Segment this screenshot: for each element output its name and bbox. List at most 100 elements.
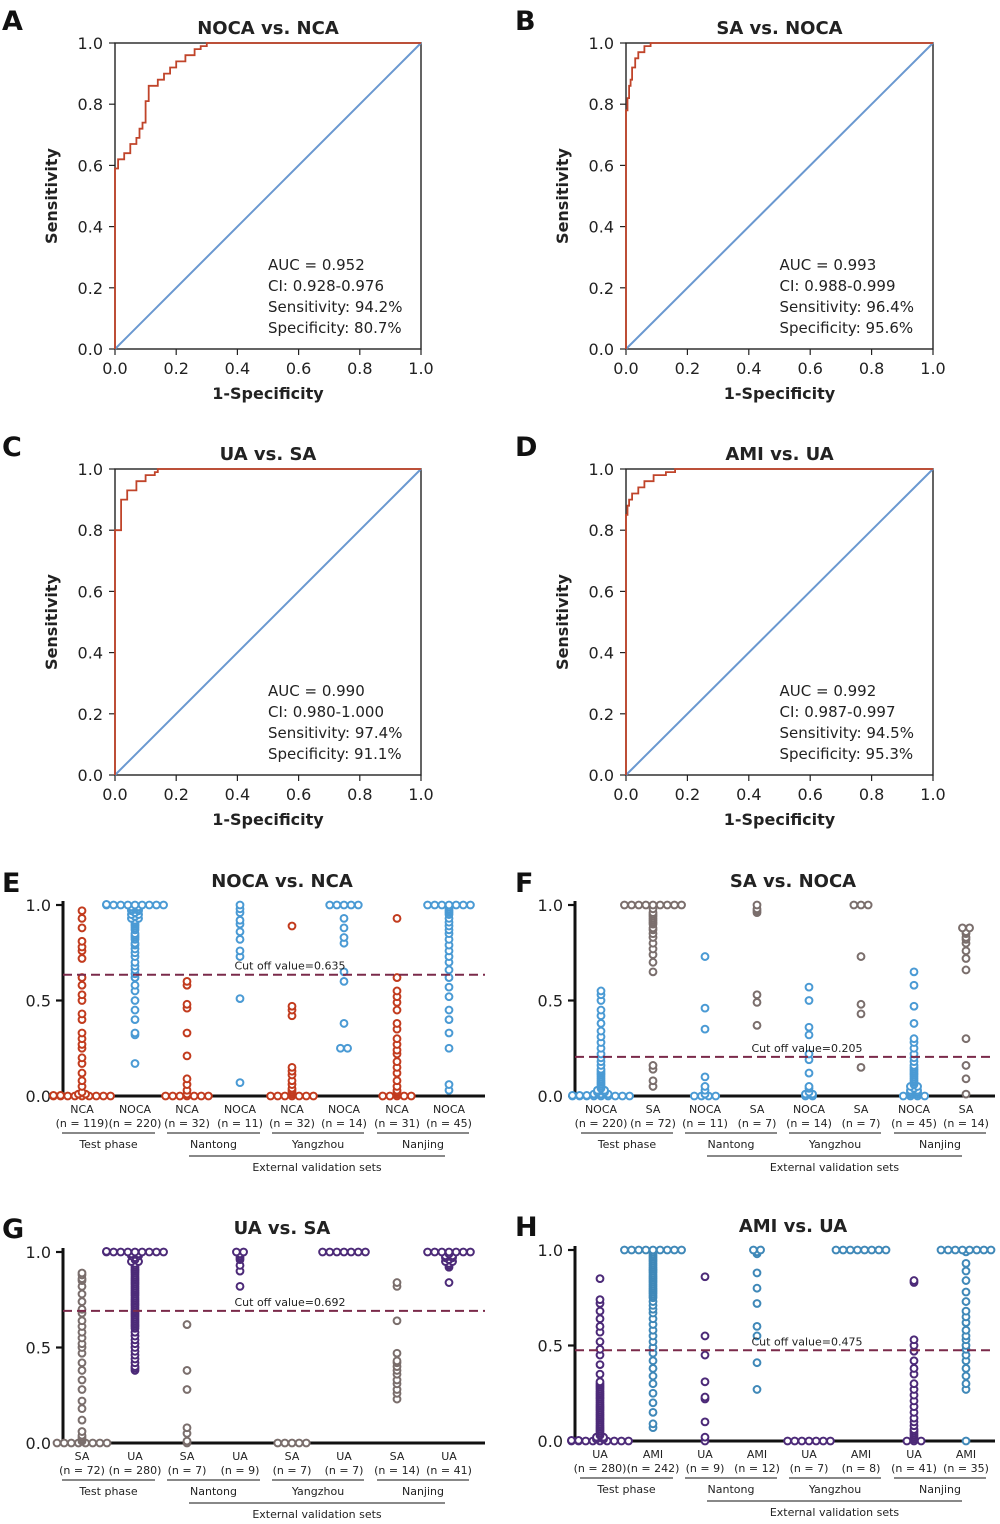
category-label: SA — [390, 1450, 405, 1463]
panel-D: D AMI vs. UA 0.00.0 0.2 0.2 0.4 0.4 0.6 0.6 0.8 0.… — [515, 432, 946, 829]
data-point — [182, 1436, 192, 1446]
data-point — [451, 900, 461, 910]
data-point — [346, 900, 356, 910]
data-point — [77, 990, 87, 1000]
data-point — [575, 1091, 584, 1100]
data-point — [392, 1076, 402, 1086]
category-n-label: (n = 119) — [56, 1117, 109, 1130]
data-point — [130, 1247, 140, 1257]
y-tick-label: 1.0 — [26, 896, 51, 915]
category-n-label: (n = 280) — [574, 1462, 627, 1475]
category-n-label: (n = 14) — [786, 1117, 832, 1130]
y-tick-label: 0.2 — [589, 279, 614, 298]
section-label: Test phase — [596, 1483, 656, 1496]
data-point — [77, 1366, 87, 1375]
section-label: Nantong — [190, 1138, 237, 1151]
category-n-label: (n = 280) — [109, 1464, 162, 1477]
x-tick-label: 0.0 — [102, 785, 127, 804]
panel-C: C UA vs. SA 0.00.0 0.2 0.2 0.4 0.4 0.6 0.6 0.8 0.8… — [2, 432, 434, 829]
panel-letter: D — [515, 432, 537, 463]
data-point — [99, 1091, 108, 1101]
data-point — [77, 1385, 87, 1394]
data-point — [752, 1331, 762, 1341]
data-point — [444, 1028, 454, 1038]
data-point — [77, 1076, 87, 1086]
data-point — [909, 1356, 919, 1366]
cutoff-label: Cut off value=0.692 — [234, 1296, 345, 1309]
category-n-label: (n = 7) — [738, 1117, 777, 1130]
panel-letter: G — [2, 1214, 24, 1245]
data-point — [961, 1074, 971, 1084]
external-label: External validation sets — [770, 1161, 900, 1174]
data-point — [423, 900, 432, 910]
stat-line: AUC = 0.952 — [268, 256, 365, 274]
data-point — [77, 1028, 87, 1038]
x-axis-label: 1-Specificity — [212, 384, 324, 403]
data-point — [648, 1076, 658, 1086]
stat-line: Sensitivity: 94.2% — [268, 298, 402, 316]
y-tick-label: 0.4 — [589, 218, 614, 237]
category-n-label: (n = 9) — [221, 1464, 260, 1477]
data-point — [752, 990, 762, 1000]
data-point — [867, 1245, 877, 1255]
data-point — [838, 1245, 848, 1255]
y-tick-label: 0.6 — [589, 156, 614, 175]
data-point — [339, 933, 349, 942]
data-point — [325, 900, 335, 910]
data-point — [137, 900, 147, 910]
y-tick-label: 0.2 — [78, 705, 103, 724]
chart-title: NOCA vs. NCA — [211, 871, 353, 892]
data-point — [961, 1436, 971, 1446]
y-axis-label: Sensitivity — [553, 147, 572, 243]
data-point — [961, 1306, 971, 1316]
category-n-label: (n = 12) — [734, 1462, 780, 1475]
data-point — [406, 1091, 416, 1101]
cutoff-label: Cut off value=0.475 — [751, 1335, 862, 1348]
data-point — [130, 1059, 140, 1068]
data-point — [627, 900, 636, 910]
data-point — [77, 1375, 87, 1385]
x-tick-label: 0.2 — [675, 785, 700, 804]
data-point — [235, 934, 245, 944]
data-point — [648, 1379, 658, 1389]
x-tick-label: 0.6 — [286, 359, 311, 378]
category-label: UA — [441, 1450, 457, 1463]
data-point — [662, 900, 672, 910]
data-point — [700, 1392, 710, 1402]
data-point — [444, 1247, 454, 1257]
data-point — [392, 1278, 402, 1287]
data-point — [466, 900, 475, 910]
data-point — [392, 1057, 402, 1067]
x-axis-label: 1-Specificity — [724, 810, 836, 829]
y-tick-label: 0.6 — [78, 582, 103, 601]
x-tick-label: 0.6 — [797, 785, 822, 804]
category-label: SA — [75, 1450, 90, 1463]
data-point — [353, 1247, 363, 1257]
data-point — [961, 1364, 971, 1373]
category-label: NOCA — [793, 1103, 826, 1116]
category-label: UA — [127, 1450, 143, 1463]
stat-line: Specificity: 95.6% — [780, 319, 914, 337]
data-point — [860, 1245, 869, 1255]
external-label: External validation sets — [252, 1508, 382, 1521]
section-label: Yangzhou — [291, 1138, 344, 1151]
data-point — [102, 1247, 111, 1256]
data-point — [77, 954, 87, 963]
data-point — [648, 1364, 658, 1373]
y-tick-label: 1.0 — [589, 34, 614, 53]
x-tick-label: 0.4 — [736, 359, 761, 378]
category-n-label: (n = 14) — [321, 1117, 367, 1130]
y-tick-label: 0.6 — [589, 582, 614, 601]
data-point — [353, 900, 363, 910]
data-point — [648, 1356, 658, 1366]
data-point — [77, 1396, 87, 1406]
data-point — [182, 1051, 192, 1061]
category-label: NCA — [175, 1103, 199, 1116]
data-point — [595, 1314, 605, 1324]
category-label: NCA — [70, 1103, 94, 1116]
data-point — [294, 1438, 304, 1448]
data-point — [392, 1005, 402, 1015]
data-point — [182, 1320, 192, 1329]
y-tick-label: 0.8 — [589, 95, 614, 114]
data-point — [339, 913, 349, 923]
